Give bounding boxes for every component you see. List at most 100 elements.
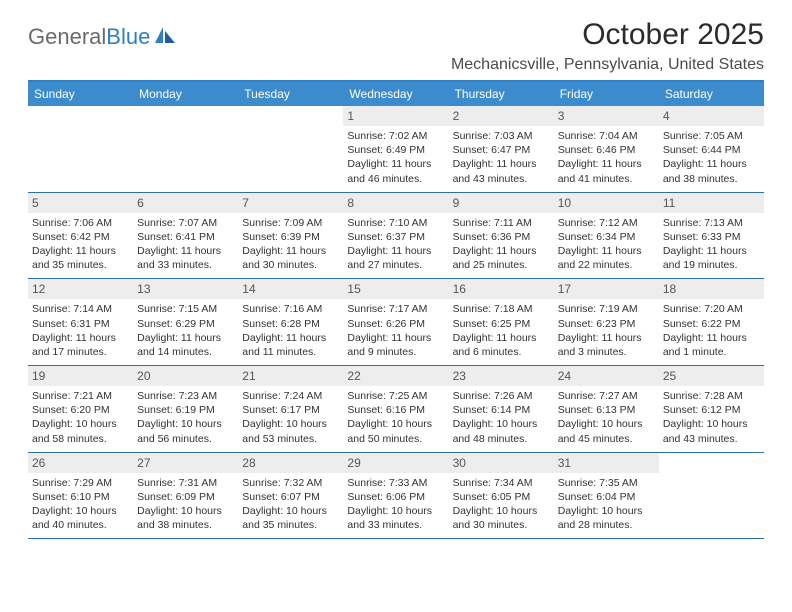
day-info: Sunrise: 7:16 AMSunset: 6:28 PMDaylight:… <box>242 302 339 359</box>
day-cell <box>238 106 343 192</box>
day-cell: 15Sunrise: 7:17 AMSunset: 6:26 PMDayligh… <box>343 279 448 365</box>
day-number: 8 <box>343 193 448 213</box>
sunset-text: Sunset: 6:23 PM <box>558 317 655 331</box>
week-row: 12Sunrise: 7:14 AMSunset: 6:31 PMDayligh… <box>28 279 764 366</box>
sunset-text: Sunset: 6:47 PM <box>453 143 550 157</box>
sunrise-text: Sunrise: 7:32 AM <box>242 476 339 490</box>
daylight-text: Daylight: 11 hours and 19 minutes. <box>663 244 760 272</box>
day-cell: 24Sunrise: 7:27 AMSunset: 6:13 PMDayligh… <box>554 366 659 452</box>
sunrise-text: Sunrise: 7:27 AM <box>558 389 655 403</box>
day-info: Sunrise: 7:05 AMSunset: 6:44 PMDaylight:… <box>663 129 760 186</box>
day-header-cell: Tuesday <box>238 82 343 106</box>
day-number: 27 <box>133 453 238 473</box>
sunset-text: Sunset: 6:09 PM <box>137 490 234 504</box>
daylight-text: Daylight: 11 hours and 3 minutes. <box>558 331 655 359</box>
day-number: 2 <box>449 106 554 126</box>
day-cell: 31 Sunrise: 7:35 AMSunset: 6:04 PMDayligh… <box>554 453 659 539</box>
daylight-text: Daylight: 11 hours and 41 minutes. <box>558 157 655 185</box>
sunset-text: Sunset: 6:17 PM <box>242 403 339 417</box>
week-row: 5Sunrise: 7:06 AMSunset: 6:42 PMDaylight… <box>28 193 764 280</box>
day-cell: 23 Sunrise: 7:26 AMSunset: 6:14 PMDayligh… <box>449 366 554 452</box>
week-row: 19 Sunrise: 7:21 AMSunset: 6:20 PM Dayligh… <box>28 366 764 453</box>
day-cell <box>28 106 133 192</box>
sunrise-text: Sunrise: 7:19 AM <box>558 302 655 316</box>
daylight-text: Daylight: 10 hours and 50 minutes. <box>347 417 444 445</box>
day-number: 19 <box>28 366 133 386</box>
day-info: Sunrise: 7:26 AMSunset: 6:14 PMDaylight:… <box>453 389 550 446</box>
daylight-text: Daylight: 11 hours and 43 minutes. <box>453 157 550 185</box>
day-info: Sunrise: 7:06 AMSunset: 6:42 PMDaylight:… <box>32 216 129 273</box>
day-cell: 30Sunrise: 7:34 AMSunset: 6:05 PMDayligh… <box>449 453 554 539</box>
day-number: 22 <box>343 366 448 386</box>
day-info: Sunrise: 7:15 AMSunset: 6:29 PMDaylight:… <box>137 302 234 359</box>
sunset-text: Sunset: 6:05 PM <box>453 490 550 504</box>
sunset-text: Sunset: 6:25 PM <box>453 317 550 331</box>
sunset-text: Sunset: 6:46 PM <box>558 143 655 157</box>
day-info: Sunrise: 7:35 AMSunset: 6:04 PMDaylight:… <box>558 476 655 533</box>
day-cell: 14 Sunrise: 7:16 AMSunset: 6:28 PMDayligh… <box>238 279 343 365</box>
day-cell: 6 Sunrise: 7:07 AMSunset: 6:41 PMDaylight… <box>133 193 238 279</box>
day-number: 25 <box>659 366 764 386</box>
day-header-cell: Monday <box>133 82 238 106</box>
day-header-cell: Saturday <box>659 82 764 106</box>
daylight-text: Daylight: 11 hours and 35 minutes. <box>32 244 129 272</box>
day-cell: 12Sunrise: 7:14 AMSunset: 6:31 PMDayligh… <box>28 279 133 365</box>
sunset-text: Sunset: 6:26 PM <box>347 317 444 331</box>
day-header-cell: Wednesday <box>343 82 448 106</box>
day-cell: 3Sunrise: 7:04 AMSunset: 6:46 PMDaylight… <box>554 106 659 192</box>
sunrise-text: Sunrise: 7:20 AM <box>663 302 760 316</box>
daylight-text: Daylight: 10 hours and 45 minutes. <box>558 417 655 445</box>
day-number: 18 <box>659 279 764 299</box>
day-number: 13 <box>133 279 238 299</box>
day-number: 21 <box>238 366 343 386</box>
sunset-text: Sunset: 6:28 PM <box>242 317 339 331</box>
sunset-text: Sunset: 6:42 PM <box>32 230 129 244</box>
daylight-text: Daylight: 10 hours and 53 minutes. <box>242 417 339 445</box>
day-number: 15 <box>343 279 448 299</box>
day-cell: 1Sunrise: 7:02 AMSunset: 6:49 PMDaylight… <box>343 106 448 192</box>
sunset-text: Sunset: 6:04 PM <box>558 490 655 504</box>
daylight-text: Daylight: 10 hours and 40 minutes. <box>32 504 129 532</box>
day-number: 26 <box>28 453 133 473</box>
day-cell: 20Sunrise: 7:23 AMSunset: 6:19 PMDayligh… <box>133 366 238 452</box>
calendar-grid: SundayMondayTuesdayWednesdayThursdayFrid… <box>28 80 764 539</box>
day-info: Sunrise: 7:29 AMSunset: 6:10 PMDaylight:… <box>32 476 129 533</box>
sunset-text: Sunset: 6:20 PM <box>32 403 129 417</box>
daylight-text: Daylight: 11 hours and 14 minutes. <box>137 331 234 359</box>
day-number: 14 <box>238 279 343 299</box>
sunset-text: Sunset: 6:06 PM <box>347 490 444 504</box>
day-info: Sunrise: 7:20 AMSunset: 6:22 PMDaylight:… <box>663 302 760 359</box>
daylight-text: Daylight: 11 hours and 9 minutes. <box>347 331 444 359</box>
daylight-text: Daylight: 11 hours and 46 minutes. <box>347 157 444 185</box>
sunrise-text: Sunrise: 7:07 AM <box>137 216 234 230</box>
day-number: 23 <box>449 366 554 386</box>
sunset-text: Sunset: 6:14 PM <box>453 403 550 417</box>
day-number: 6 <box>133 193 238 213</box>
day-info: Sunrise: 7:18 AMSunset: 6:25 PMDaylight:… <box>453 302 550 359</box>
sunrise-text: Sunrise: 7:12 AM <box>558 216 655 230</box>
sunset-text: Sunset: 6:34 PM <box>558 230 655 244</box>
day-header-cell: Sunday <box>28 82 133 106</box>
sunset-text: Sunset: 6:44 PM <box>663 143 760 157</box>
day-cell: 21Sunrise: 7:24 AMSunset: 6:17 PMDayligh… <box>238 366 343 452</box>
day-info: Sunrise: 7:27 AMSunset: 6:13 PMDaylight:… <box>558 389 655 446</box>
day-cell: 5Sunrise: 7:06 AMSunset: 6:42 PMDaylight… <box>28 193 133 279</box>
day-number: 31 <box>554 453 659 473</box>
day-info: Sunrise: 7:07 AMSunset: 6:41 PMDaylight:… <box>137 216 234 273</box>
day-cell: 2Sunrise: 7:03 AMSunset: 6:47 PMDaylight… <box>449 106 554 192</box>
sunrise-text: Sunrise: 7:34 AM <box>453 476 550 490</box>
day-cell: 17 Sunrise: 7:19 AMSunset: 6:23 PMDayligh… <box>554 279 659 365</box>
sunset-text: Sunset: 6:37 PM <box>347 230 444 244</box>
logo: GeneralBlue <box>28 18 176 50</box>
sunset-text: Sunset: 6:33 PM <box>663 230 760 244</box>
day-number: 17 <box>554 279 659 299</box>
daylight-text: Daylight: 11 hours and 1 minute. <box>663 331 760 359</box>
day-cell: 25Sunrise: 7:28 AMSunset: 6:12 PMDayligh… <box>659 366 764 452</box>
day-number: 9 <box>449 193 554 213</box>
sunrise-text: Sunrise: 7:23 AM <box>137 389 234 403</box>
day-info: Sunrise: 7:25 AMSunset: 6:16 PMDaylight:… <box>347 389 444 446</box>
sunrise-text: Sunrise: 7:04 AM <box>558 129 655 143</box>
daylight-text: Daylight: 11 hours and 22 minutes. <box>558 244 655 272</box>
sunrise-text: Sunrise: 7:21 AM <box>32 389 129 403</box>
sunset-text: Sunset: 6:16 PM <box>347 403 444 417</box>
